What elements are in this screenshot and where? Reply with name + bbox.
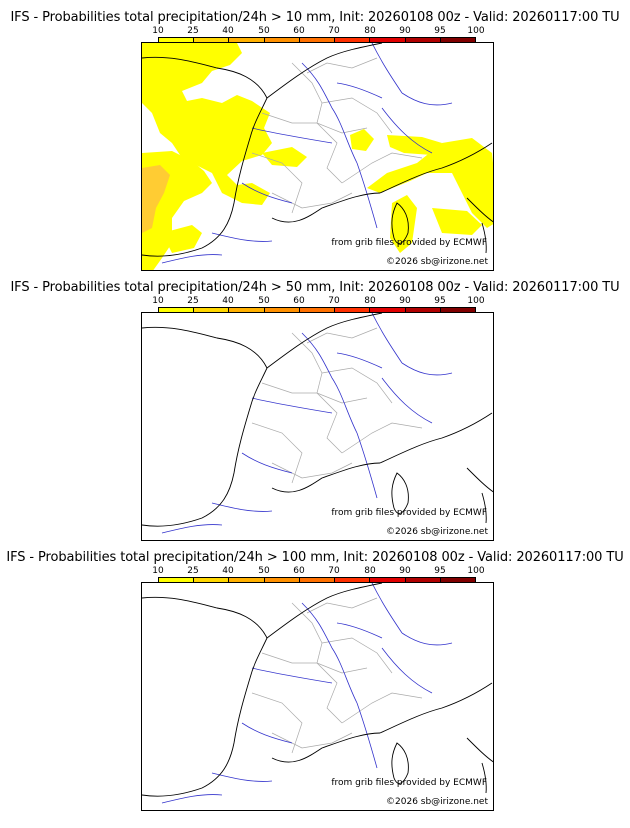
scale-cell	[264, 308, 300, 314]
scale-label: 95	[434, 296, 446, 306]
scale-label: 100	[467, 26, 485, 36]
scale-cell	[299, 308, 336, 314]
precip-area-corsica	[390, 195, 417, 253]
scale-cell	[194, 578, 230, 584]
probability-color-scale: 10 25 40 50 60 70 80 90 95 100	[152, 566, 485, 588]
scale-label: 95	[434, 566, 446, 576]
scale-cell	[370, 38, 406, 44]
scale-label: 90	[399, 566, 411, 576]
scale-cell	[405, 38, 441, 44]
scale-cell	[299, 38, 336, 44]
forecast-panel-100mm: IFS - Probabilities total precipitation/…	[0, 550, 630, 818]
scale-cell	[370, 578, 406, 584]
scale-label: 80	[364, 26, 376, 36]
forecast-panel-10mm: IFS - Probabilities total precipitation/…	[0, 10, 630, 278]
scale-cell	[370, 308, 406, 314]
scale-cell	[335, 38, 371, 44]
scale-cell	[159, 308, 195, 314]
data-credit: from grib files provided by ECMWF	[331, 778, 487, 788]
scale-label: 70	[328, 296, 340, 306]
scale-label: 70	[328, 566, 340, 576]
precip-area-northwest	[142, 43, 272, 205]
precip-area-swiss	[387, 135, 442, 155]
scale-cell	[264, 578, 300, 584]
country-borders	[251, 57, 423, 214]
scale-label: 10	[152, 296, 164, 306]
scale-cell	[440, 38, 475, 44]
scale-label: 100	[467, 296, 485, 306]
scale-label: 50	[258, 26, 270, 36]
precip-area-iberia	[162, 225, 202, 253]
coastlines	[142, 43, 493, 257]
scale-labels: 10 25 40 50 60 70 80 90 95 100	[148, 296, 486, 306]
scale-cell	[405, 308, 441, 314]
scale-cell	[440, 308, 475, 314]
scale-label: 60	[293, 566, 305, 576]
scale-label: 10	[152, 566, 164, 576]
scale-label: 40	[222, 26, 234, 36]
scale-label: 95	[434, 26, 446, 36]
rivers	[161, 583, 453, 804]
panel-title: IFS - Probabilities total precipitation/…	[10, 10, 620, 25]
scale-label: 25	[187, 26, 199, 36]
scale-cell	[159, 578, 195, 584]
scale-label: 50	[258, 566, 270, 576]
france-map: from grib files provided by ECMWF ©2026 …	[141, 42, 494, 271]
scale-cell	[264, 38, 300, 44]
scale-cell	[335, 308, 371, 314]
country-borders	[251, 327, 423, 484]
copyright-notice: ©2026 sb@irizone.net	[386, 797, 488, 807]
scale-label: 50	[258, 296, 270, 306]
scale-labels: 10 25 40 50 60 70 80 90 95 100	[148, 26, 486, 36]
scale-bar	[158, 577, 476, 585]
copyright-notice: ©2026 sb@irizone.net	[386, 257, 488, 267]
precip-area-alps	[350, 129, 374, 151]
scale-cell	[194, 38, 230, 44]
panel-title: IFS - Probabilities total precipitation/…	[10, 280, 620, 295]
copyright-notice: ©2026 sb@irizone.net	[386, 527, 488, 537]
country-borders	[251, 597, 423, 754]
precip-area-genoa	[432, 208, 482, 235]
scale-label: 60	[293, 296, 305, 306]
scale-label: 90	[399, 296, 411, 306]
scale-cell	[194, 308, 230, 314]
scale-label: 80	[364, 296, 376, 306]
scale-cell	[159, 38, 195, 44]
forecast-panel-50mm: IFS - Probabilities total precipitation/…	[0, 280, 630, 548]
scale-label: 25	[187, 566, 199, 576]
scale-label: 40	[222, 296, 234, 306]
scale-cell	[229, 308, 265, 314]
scale-label: 100	[467, 566, 485, 576]
scale-label: 80	[364, 566, 376, 576]
panel-title: IFS - Probabilities total precipitation/…	[6, 550, 624, 565]
france-map: from grib files provided by ECMWF ©2026 …	[141, 312, 494, 541]
scale-label: 90	[399, 26, 411, 36]
scale-cell	[440, 578, 475, 584]
scale-cell	[405, 578, 441, 584]
data-credit: from grib files provided by ECMWF	[331, 238, 487, 248]
data-credit: from grib files provided by ECMWF	[331, 508, 487, 518]
precip-area-biscay-core	[142, 165, 170, 233]
scale-label: 70	[328, 26, 340, 36]
coastlines	[142, 583, 493, 797]
precip-probability-area	[142, 43, 493, 270]
scale-labels: 10 25 40 50 60 70 80 90 95 100	[148, 566, 486, 576]
coastlines	[142, 313, 493, 527]
probability-color-scale: 10 25 40 50 60 70 80 90 95 100	[152, 296, 485, 318]
precip-area-central	[262, 147, 307, 167]
scale-label: 60	[293, 26, 305, 36]
scale-label: 25	[187, 296, 199, 306]
scale-label: 10	[152, 26, 164, 36]
france-map: from grib files provided by ECMWF ©2026 …	[141, 582, 494, 811]
scale-cell	[335, 578, 371, 584]
scale-cell	[299, 578, 336, 584]
scale-label: 40	[222, 566, 234, 576]
rivers	[161, 313, 453, 534]
scale-cell	[229, 578, 265, 584]
rivers	[161, 43, 453, 264]
scale-cell	[229, 38, 265, 44]
